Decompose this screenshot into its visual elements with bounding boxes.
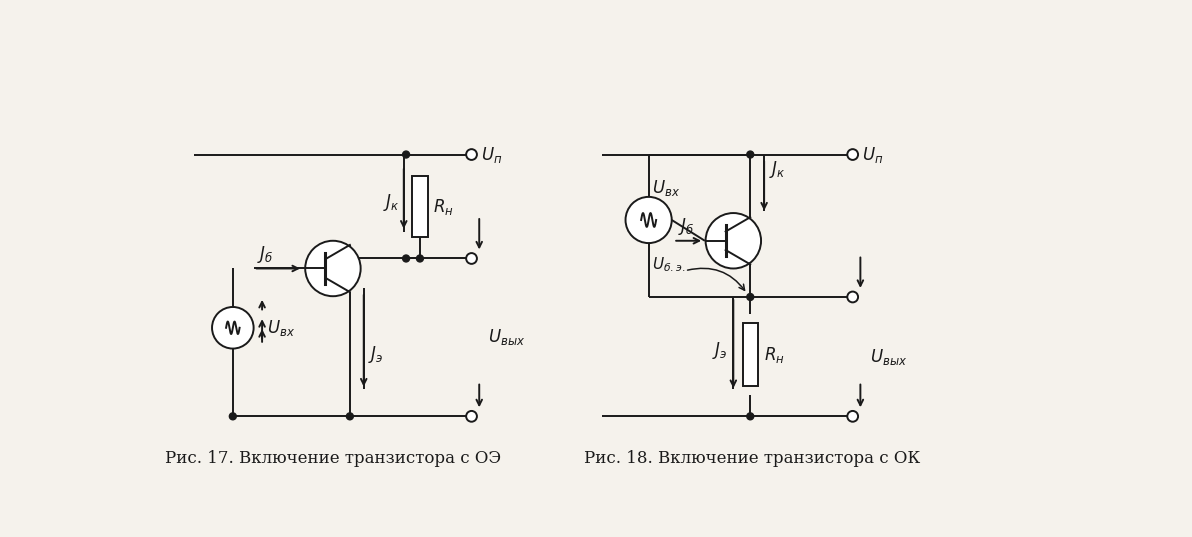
Circle shape bbox=[305, 241, 361, 296]
Text: $U_{б.э.}$: $U_{б.э.}$ bbox=[652, 255, 685, 274]
Text: $U_п$: $U_п$ bbox=[480, 144, 502, 164]
Text: $J_к$: $J_к$ bbox=[383, 192, 399, 213]
Text: $J_э$: $J_э$ bbox=[367, 344, 383, 365]
Text: Рис. 17. Включение транзистора с ОЭ: Рис. 17. Включение транзистора с ОЭ bbox=[164, 450, 501, 467]
Text: $U_{вых}$: $U_{вых}$ bbox=[489, 328, 526, 347]
Text: $U_{вх}$: $U_{вх}$ bbox=[652, 178, 681, 198]
Text: $J_б$: $J_б$ bbox=[678, 216, 694, 237]
Circle shape bbox=[416, 255, 423, 262]
Circle shape bbox=[229, 413, 236, 420]
Circle shape bbox=[848, 149, 858, 160]
Circle shape bbox=[848, 411, 858, 422]
Circle shape bbox=[403, 255, 410, 262]
Text: Рис. 18. Включение транзистора с ОК: Рис. 18. Включение транзистора с ОК bbox=[584, 450, 920, 467]
Text: $J_к$: $J_к$ bbox=[769, 158, 786, 179]
Text: $J_э$: $J_э$ bbox=[712, 340, 727, 361]
Circle shape bbox=[747, 294, 753, 300]
Bar bbox=[743, 323, 758, 387]
Circle shape bbox=[347, 413, 353, 420]
Circle shape bbox=[466, 253, 477, 264]
Circle shape bbox=[466, 411, 477, 422]
Circle shape bbox=[848, 292, 858, 302]
Text: $U_п$: $U_п$ bbox=[862, 144, 883, 164]
Bar bbox=[412, 176, 428, 237]
Text: $J_б$: $J_б$ bbox=[256, 244, 273, 265]
Circle shape bbox=[626, 197, 672, 243]
Circle shape bbox=[403, 151, 410, 158]
Circle shape bbox=[466, 149, 477, 160]
Text: $U_{вх}$: $U_{вх}$ bbox=[267, 318, 294, 338]
Circle shape bbox=[212, 307, 254, 349]
Circle shape bbox=[747, 151, 753, 158]
Circle shape bbox=[747, 413, 753, 420]
Text: $U_{вых}$: $U_{вых}$ bbox=[870, 347, 907, 367]
Text: $R_н$: $R_н$ bbox=[764, 345, 784, 365]
Circle shape bbox=[706, 213, 760, 268]
Text: $R_н$: $R_н$ bbox=[433, 197, 454, 216]
